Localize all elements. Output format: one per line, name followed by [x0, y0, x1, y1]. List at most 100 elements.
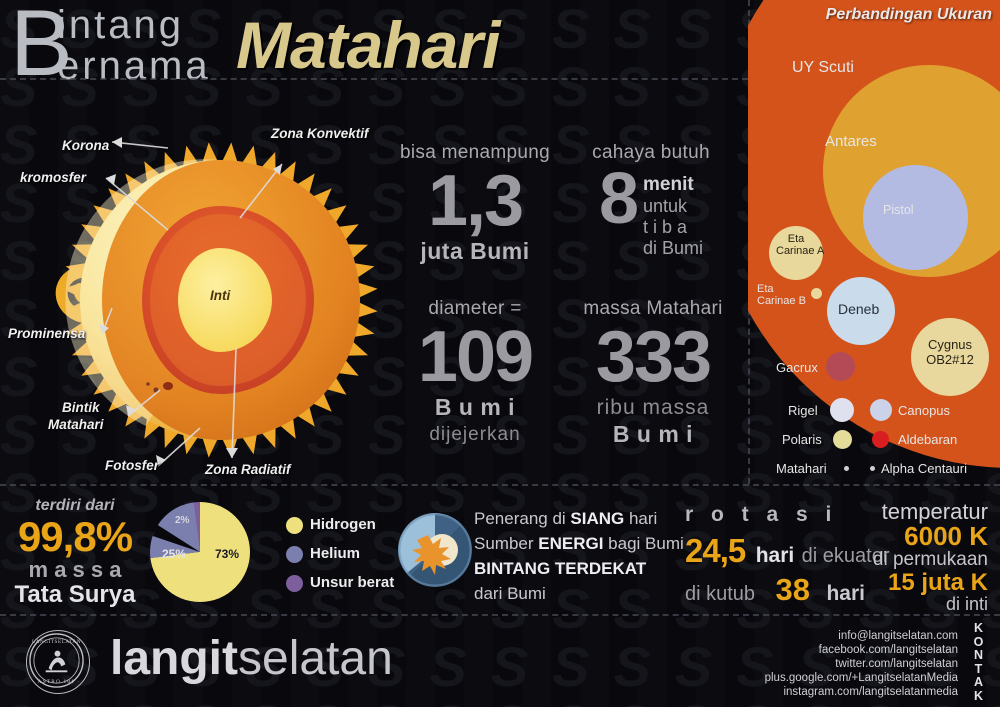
legend-dot-hidrogen	[286, 517, 303, 534]
label-fotosfer: Fotosfer	[105, 458, 159, 473]
star-circle-polaris	[833, 430, 852, 449]
star-label-aldebaran: Aldebaran	[898, 432, 958, 447]
core	[178, 248, 272, 352]
pie-cutout-wedge	[152, 524, 200, 552]
stat-mass-caption: massa Matahari	[583, 298, 723, 319]
size-comparison-panel: UY Scuti Antares Pistol Eta Carinae A Eta…	[748, 0, 1000, 484]
star-label-eta-carinae-a-line1: Eta Carinae A	[776, 233, 825, 257]
page-title: Matahari	[236, 8, 500, 82]
stat-diameter: diameter = 109 B u m i dijejerkan	[390, 298, 560, 446]
rotation-pole-unit: hari	[826, 582, 865, 605]
sun-diagram: Korona kromosfer Prominensa Bintik Matah…	[8, 126, 390, 478]
star-label-pistol: Pistol	[883, 203, 914, 217]
stat-diameter-sub2: dijejerkan	[429, 424, 521, 446]
star-label-matahari: Matahari	[776, 461, 827, 476]
composition-line2: m a s s a	[28, 557, 122, 582]
contact-facebook[interactable]: facebook.com/langitselatan	[818, 644, 958, 656]
stat-mass-sub2: ribu massa	[596, 396, 710, 420]
temperature-surface-where: di permukaan	[872, 549, 988, 570]
star-circle-matahari	[844, 466, 849, 471]
day-night-icon-svg	[398, 513, 472, 587]
rotation-equator-unit: hari	[755, 544, 795, 567]
langitselatan-logo-badge: LANGITSELATAN · ASTRO 101 ·	[26, 630, 90, 694]
fact-2-c: bagi Bumi	[603, 534, 684, 553]
label-bintik-matahari: Bintik	[62, 400, 100, 415]
rotation-equator-where: di ekuator	[801, 545, 890, 567]
star-label-eta-carinae-a: Eta Carinae A	[776, 233, 824, 257]
star-circle-pistol	[863, 165, 968, 270]
stat-mass: massa Matahari 333 ribu massa B u m i	[567, 298, 739, 448]
fact-2-b: ENERGI	[538, 534, 604, 553]
facts-list: Penerang di SIANG hari Sumber ENERGI bag…	[474, 506, 684, 606]
star-label-gacrux: Gacrux	[776, 360, 818, 375]
divider-band-top	[0, 484, 1000, 486]
star-label-cygnus-text: Cygnus OB2#12	[926, 337, 974, 367]
legend-label-hidrogen: Hidrogen	[310, 516, 376, 533]
label-korona: Korona	[62, 138, 110, 153]
legend-dot-helium	[286, 546, 303, 563]
logo-badge-top-text: LANGITSELATAN	[32, 639, 81, 645]
label-zona-radiatif: Zona Radiatif	[205, 462, 291, 477]
title-line-1: intang	[57, 3, 184, 47]
stat-diameter-caption: diameter =	[428, 298, 522, 319]
star-circle-canopus	[870, 399, 892, 421]
stat-lighttime-line-2: t i b a	[643, 217, 688, 237]
legend-label-helium: Helium	[310, 545, 361, 562]
temperature-title: temperatur	[881, 499, 988, 524]
brand-thin: selatan	[238, 632, 393, 685]
star-label-uy-scuti: UY Scuti	[792, 59, 854, 76]
composition-line3: Tata Surya	[14, 581, 136, 608]
star-circle-rigel	[830, 398, 854, 422]
divider-header	[0, 78, 748, 80]
fact-2-a: Sumber	[474, 534, 539, 553]
stat-capacity-caption: bisa menampung	[400, 142, 550, 163]
stat-mass-sub: B u m i	[612, 421, 694, 448]
rotation-equator-value: 24,5	[685, 532, 746, 569]
contact-instagram[interactable]: instagram.com/langitselatanmedia	[783, 686, 958, 698]
composition-value: 99,8%	[17, 513, 133, 560]
star-circle-deneb	[827, 277, 895, 345]
fact-line-3: BINTANG TERDEKAT	[474, 559, 647, 578]
sunspot	[163, 382, 173, 390]
size-comparison-title: Perbandingan Ukuran	[825, 6, 992, 23]
star-label-antares: Antares	[825, 133, 877, 150]
sun-shape	[412, 535, 451, 575]
contact-email[interactable]: info@langitselatan.com	[838, 630, 958, 642]
fact-1-a: Penerang di	[474, 509, 571, 528]
title-initial: B	[10, 0, 73, 95]
star-label-eta-carinae-b: Eta Carinae B	[757, 283, 809, 307]
pie-label-hidrogen: 73%	[215, 547, 240, 561]
fact-line-1: Penerang di SIANG hari	[474, 506, 684, 531]
label-bintik-matahari-line2: Matahari	[48, 417, 104, 432]
stat-lighttime-line-3: di Bumi	[643, 238, 704, 258]
stat-capacity: bisa menampung 1,3 juta Bumi	[390, 142, 560, 265]
temperature-core-where: di inti	[945, 594, 988, 614]
divider-band-bottom	[0, 614, 1000, 616]
stat-capacity-value: 1,3	[427, 161, 524, 241]
temperature-core-value: 15 juta K	[887, 569, 988, 596]
legend-dot-unsur-berat	[286, 575, 303, 592]
label-inti: Inti	[210, 288, 231, 303]
star-circle-cygnus-ob2-12	[911, 318, 989, 396]
contact-google-plus[interactable]: plus.google.com/+LangitselatanMedia	[764, 672, 958, 684]
pie-label-helium: 25%	[162, 547, 187, 561]
stat-lighttime-line-1: untuk	[643, 196, 688, 216]
stat-mass-value: 333	[595, 317, 712, 397]
rotation-block: r o t a s i 24,5 hari di ekuator di kutu…	[685, 503, 890, 608]
sunspot	[146, 382, 150, 386]
stat-lighttime: cahaya butuh 8 menit untuk t i b a di Bu…	[567, 142, 735, 259]
label-zona-konvektif: Zona Konvektif	[271, 126, 369, 141]
star-label-canopus: Canopus	[898, 403, 951, 418]
brand-bold: langit	[110, 632, 238, 685]
fact-line-2: Sumber ENERGI bagi Bumi	[474, 531, 684, 556]
logo-badge-bottom-text: · ASTRO 101 ·	[33, 679, 81, 685]
rotation-title: r o t a s i	[685, 503, 838, 526]
star-circle-eta-carinae-b	[811, 288, 822, 299]
contact-twitter[interactable]: twitter.com/langitselatan	[835, 658, 958, 670]
brand-wordmark: langitselatan	[110, 635, 393, 683]
star-label-cygnus-ob2-12: Cygnus OB2#12	[918, 337, 982, 367]
temperature-block: temperatur 6000 K di permukaan 15 juta K…	[873, 501, 988, 614]
star-label-eta-carinae-b-text: Eta Carinae B	[757, 283, 806, 307]
stat-lighttime-unit: menit	[643, 174, 694, 195]
